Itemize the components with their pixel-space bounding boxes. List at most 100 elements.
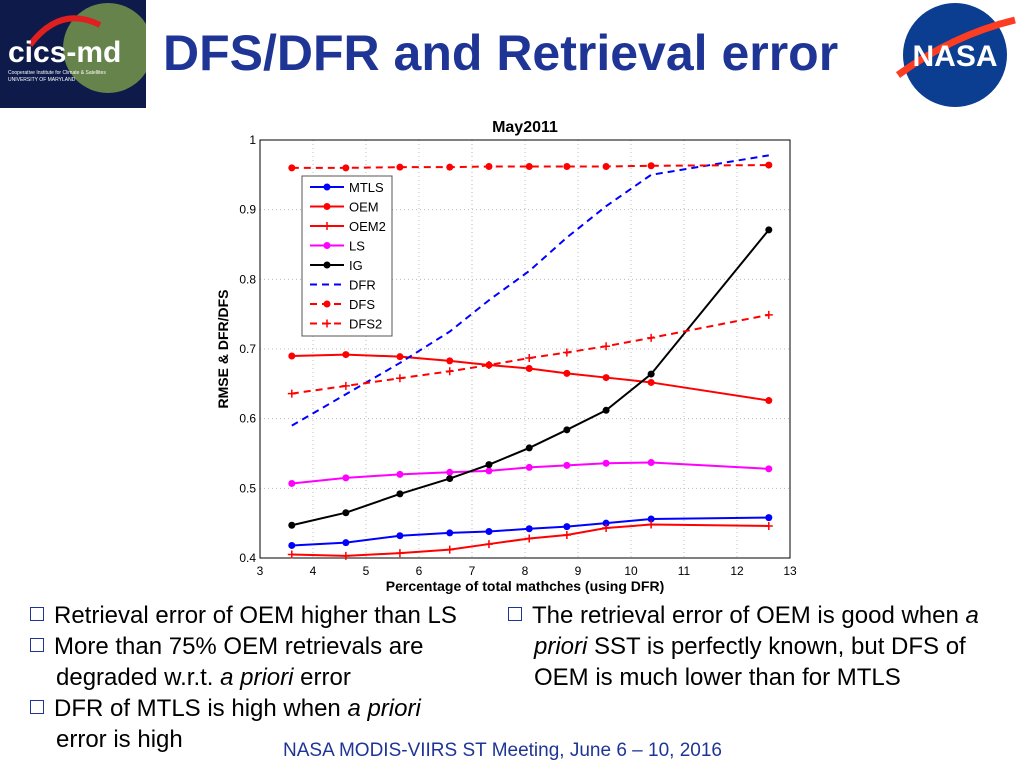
data-point-dfs [342,164,350,172]
data-point-ig [396,490,404,498]
data-point-dfs [602,162,610,170]
y-tick-label: 0.5 [239,481,256,495]
x-tick-label: 3 [257,564,264,578]
data-point-oem2 [602,524,611,533]
data-point-dfs2 [647,333,656,342]
data-point-oem [288,352,296,360]
y-tick-label: 0.4 [239,551,256,565]
data-point-ls [647,459,655,467]
data-point-oem [446,357,454,365]
data-point-ls [525,463,533,471]
data-point-ig [525,444,533,452]
data-point-oem [342,351,350,359]
x-tick-label: 5 [363,564,370,578]
data-point-dfs2 [764,310,773,319]
data-point-ig [563,426,571,434]
series-line-dfr [291,154,769,427]
y-tick-label: 0.9 [239,203,256,217]
slide-title: DFS/DFR and Retrieval error [163,25,839,81]
data-point-ls [485,467,493,475]
data-point-ls [446,468,454,476]
data-point-dfs [485,162,493,170]
series-line-dfs2 [291,313,769,395]
bullet-text: error [293,664,351,691]
data-point-oem [765,397,773,405]
data-point-dfs2 [445,367,454,376]
data-point-oem [602,374,610,382]
data-point-oem2 [525,534,534,543]
data-point-ig [765,226,773,234]
svg-text:Cooperative Institute for Clim: Cooperative Institute for Climate & Sate… [8,70,106,76]
data-point-mtls [485,528,493,536]
data-point-mtls [765,514,773,522]
bullet-text: The retrieval error of OEM is good when [532,602,966,629]
legend-marker [323,222,331,230]
data-point-ig [288,521,296,529]
x-tick-label: 4 [310,564,317,578]
data-point-oem2 [764,521,773,530]
x-tick-label: 13 [783,564,797,578]
svg-text:UNIVERSITY OF MARYLAND: UNIVERSITY OF MARYLAND [8,77,76,83]
x-tick-label: 11 [678,564,691,578]
legend-label: OEM2 [349,219,386,234]
data-point-oem [525,365,533,373]
data-point-dfs2 [287,389,296,398]
bullet-1: Retrieval error of OEM higher than LS [30,600,457,631]
legend-label: LS [349,239,365,254]
data-point-dfs2 [484,361,493,370]
data-point-mtls [396,532,404,540]
legend-label: OEM [349,200,379,215]
legend-box [301,175,393,337]
data-point-oem2 [562,531,571,540]
bullet-text: Retrieval error of OEM higher than LS [54,602,457,629]
bullet-italic: a priori [220,664,294,691]
x-tick-label: 10 [624,564,638,578]
bullet-italic: a [965,602,979,629]
data-point-dfs2 [395,374,404,383]
data-point-ig [485,461,493,469]
data-point-oem [396,353,404,361]
data-point-oem2 [287,550,296,559]
data-point-dfs [396,163,404,171]
legend-marker [323,242,331,249]
data-point-dfs [647,162,655,170]
y-tick-label: 1 [249,133,256,147]
series-line-mtls [291,516,769,547]
y-axis-label: RMSE & DFR/DFS [215,290,231,409]
data-point-oem2 [484,540,493,549]
data-point-ig [446,475,454,483]
data-point-dfs [288,164,296,172]
bullet-text: OEM is much lower than for MTLS [534,664,901,691]
bullet-text: More than 75% OEM retrievals are [54,633,424,660]
series-line-ls [291,461,769,485]
chart: 3 4 5 6 7 8 9 10 11 12 13 0.4 0.5 0.6 0.7 0.8 0.9 1 May201… [215,119,797,594]
series-line-oem2 [291,523,769,557]
data-point-ls [602,459,610,467]
data-point-dfs2 [341,381,350,390]
bullet-2: More than 75% OEM retrievals are degraded… [30,631,423,693]
data-point-dfs [446,163,454,171]
series-line-ig [291,229,770,527]
x-tick-label: 12 [730,564,744,578]
data-point-ig [647,370,655,378]
data-point-oem2 [341,551,350,560]
bullet-italic: a priori [347,695,421,722]
legend-label: DFS [349,297,375,312]
bullet-text: SST is perfectly known, but DFS of [587,633,966,660]
data-point-dfs2 [562,348,571,357]
data-point-ls [396,470,404,478]
data-point-ls [765,465,773,473]
legend-label: IG [349,258,363,273]
series-line-oem [291,353,769,402]
legend-label: DFR [349,278,376,293]
legend-marker [323,203,331,210]
data-point-dfs2 [602,342,611,351]
data-point-ls [563,461,571,469]
checkbox-bullet-icon [30,638,44,652]
data-point-mtls [602,519,610,527]
y-tick-label: 0.8 [239,272,256,286]
data-point-oem [563,369,571,377]
data-point-mtls [446,529,454,537]
data-point-dfs2 [525,354,534,363]
legend-label: MTLS [349,180,384,195]
